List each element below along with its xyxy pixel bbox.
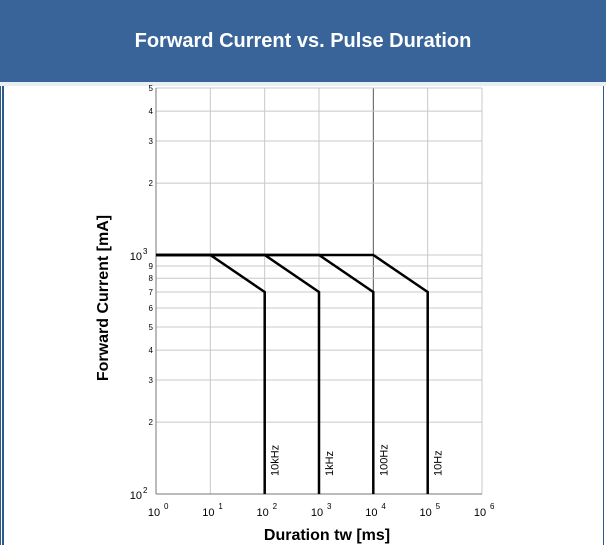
series-label: 100Hz	[378, 444, 390, 476]
y-tick-label: 3	[149, 376, 154, 385]
x-tick-exponent: 1	[218, 502, 223, 511]
y-tick-label: 2	[149, 179, 154, 188]
x-tick-label: 10	[420, 507, 432, 519]
x-tick-exponent: 0	[164, 502, 169, 511]
y-tick-label: 2	[149, 418, 154, 427]
y-tick-label: 7	[149, 288, 154, 297]
y-tick-label: 8	[149, 274, 154, 283]
x-tick-label: 10	[474, 507, 486, 519]
y-major-tick-label: 10	[130, 490, 142, 502]
series-line	[156, 253, 321, 494]
series-label: 1kHz	[324, 451, 336, 476]
x-tick-label: 10	[148, 507, 160, 519]
series-label: 10Hz	[433, 450, 445, 476]
y-major-tick-exponent: 2	[143, 486, 148, 495]
y-axis-label: Forward Current [mA]	[95, 215, 112, 381]
y-tick-label: 5	[149, 84, 154, 93]
x-tick-exponent: 2	[273, 502, 278, 511]
y-major-tick-exponent: 3	[143, 247, 148, 256]
x-tick-exponent: 3	[327, 502, 332, 511]
x-tick-label: 10	[365, 507, 377, 519]
x-tick-label: 10	[257, 507, 269, 519]
x-axis-label: Duration tw [ms]	[264, 527, 390, 544]
x-tick-exponent: 6	[490, 502, 495, 511]
y-tick-label: 6	[149, 304, 154, 313]
series-label: 10kHz	[270, 445, 282, 476]
x-tick-exponent: 5	[436, 502, 441, 511]
series-layer: 10kHz 1kHz 100Hz 10Hz	[156, 253, 445, 494]
y-tick-label: 4	[149, 107, 154, 116]
y-tick-label: 5	[149, 323, 154, 332]
y-major-tick-label: 10	[130, 251, 142, 263]
y-tick-label: 4	[149, 346, 154, 355]
x-tick-label: 10	[202, 507, 214, 519]
series-line	[156, 253, 429, 494]
x-tick-label: 10	[311, 507, 323, 519]
y-tick-label: 9	[149, 262, 154, 271]
y-tick-label: 3	[149, 137, 154, 146]
chart-header: Forward Current vs. Pulse Duration	[0, 0, 606, 86]
chart-title: Forward Current vs. Pulse Duration	[134, 29, 472, 52]
panel-left-border	[2, 86, 4, 545]
x-tick-exponent: 4	[381, 502, 386, 511]
